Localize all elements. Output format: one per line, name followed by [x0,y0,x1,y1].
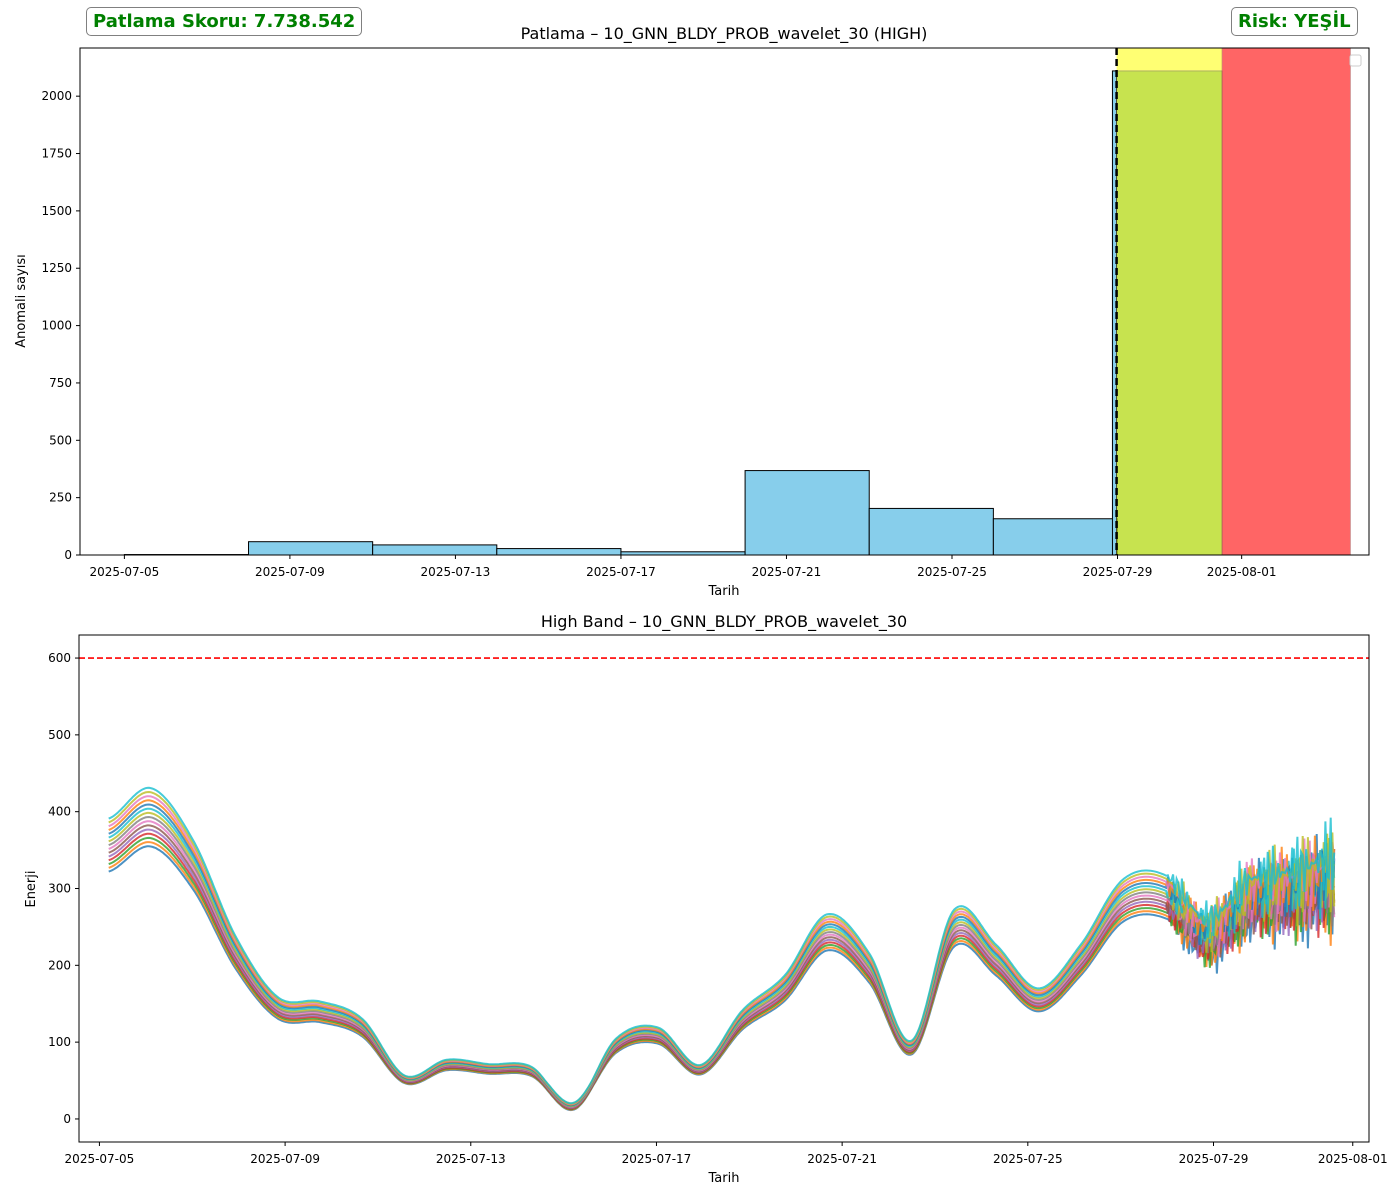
chart2-y-axis-label: Enerji [24,870,39,907]
chart2-x-tick-label: 2025-07-09 [250,1152,320,1166]
forecast-zone-red [1221,47,1351,556]
chart1-x-tick-label: 2025-07-29 [1083,565,1153,579]
chart2-x-tick-label: 2025-08-01 [1318,1152,1388,1166]
chart2-y-tick-label: 300 [48,882,71,896]
chart1-x-tick-label: 2025-07-09 [255,565,325,579]
chart1-y-tick-label: 0 [64,548,72,562]
risk-badge: Risk: YEŞİL [1231,7,1358,36]
chart1-x-tick-label: 2025-07-21 [752,565,822,579]
chart1-x-tick-label: 2025-07-25 [917,565,987,579]
burst-histogram-chart: Patlama – 10_GNN_BLDY_PROB_wavelet_30 (H… [14,24,1370,599]
energy-series-line-7 [108,815,1336,1108]
chart1-y-tick-label: 250 [49,491,72,505]
chart1-y-axis-label: Anomali sayısı [14,254,29,348]
chart1-y-tick-label: 1250 [41,261,72,275]
histogram-bar-6 [868,507,994,556]
chart2-y-tick-label: 500 [48,728,71,742]
chart2-x-tick-label: 2025-07-29 [1179,1152,1249,1166]
chart1-y-tick-label: 1750 [41,147,72,161]
chart1-y-tick-label: 500 [49,433,72,447]
chart1-y-tick-label: 750 [49,376,72,390]
chart2-x-tick-label: 2025-07-05 [65,1152,135,1166]
energy-series-line-11 [108,799,1336,1106]
chart2-x-tick-label: 2025-07-21 [807,1152,877,1166]
energy-series-line-3 [108,832,1336,1110]
chart2-y-tick-label: 600 [48,651,71,665]
energy-series-line-12 [108,795,1336,1106]
forecast-zone-green [1116,70,1223,556]
chart2-title: High Band – 10_GNN_BLDY_PROB_wavelet_30 [541,612,907,632]
energy-series-line-9 [108,807,1336,1107]
chart1-plot-frame [79,47,1370,556]
chart2-y-tick-label: 0 [63,1112,71,1126]
chart1-y-tick-label: 1000 [41,319,72,333]
energy-series-line-1 [108,841,1336,1111]
chart1-y-tick-label: 2000 [41,89,72,103]
histogram-bar-5 [744,470,870,556]
chart2-y-tick-label: 100 [48,1035,71,1049]
chart2-x-tick-label: 2025-07-17 [622,1152,692,1166]
burst-score-badge: Patlama Skoru: 7.738.542 [86,7,363,36]
chart2-x-tick-label: 2025-07-13 [436,1152,506,1166]
energy-series-line-6 [108,820,1336,1109]
energy-series-line-8 [108,811,1336,1108]
chart1-y-tick-label: 1500 [41,204,72,218]
chart1-legend-box [1349,54,1362,67]
chart1-x-axis-label: Tarih [708,584,740,599]
chart1-x-tick-label: 2025-08-01 [1207,565,1277,579]
chart1-x-tick-label: 2025-07-17 [586,565,656,579]
chart1-title: Patlama – 10_GNN_BLDY_PROB_wavelet_30 (H… [521,24,928,44]
chart2-y-tick-label: 400 [48,805,71,819]
chart1-x-tick-label: 2025-07-05 [90,565,160,579]
energy-series-line-2 [108,836,1336,1111]
energy-series-line-5 [108,824,1336,1109]
energy-series-line-14 [108,786,1336,1105]
chart2-x-axis-label: Tarih [708,1171,740,1186]
energy-series-line-10 [108,803,1335,1107]
chart2-y-tick-label: 200 [48,958,71,972]
chart2-x-tick-label: 2025-07-25 [993,1152,1063,1166]
chart1-x-tick-label: 2025-07-13 [421,565,491,579]
